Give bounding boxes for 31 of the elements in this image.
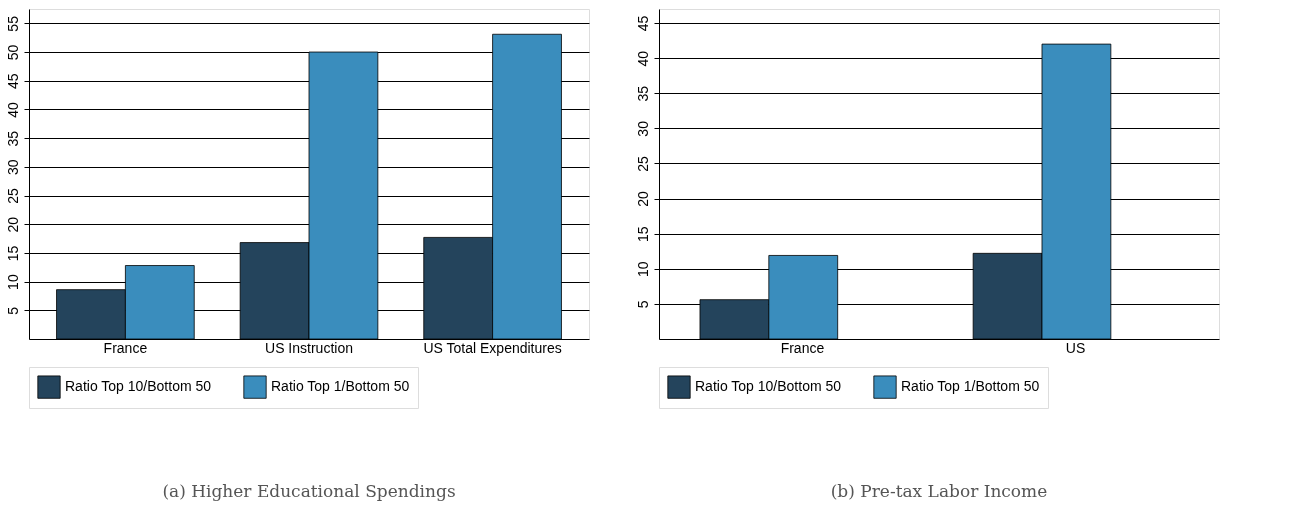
y-tick-label: 30 <box>634 120 651 137</box>
y-tick-label: 45 <box>634 15 651 32</box>
legend-label: Ratio Top 10/Bottom 50 <box>65 378 212 395</box>
y-tick-label: 15 <box>634 226 651 242</box>
y-tick-label: 25 <box>4 188 21 204</box>
y-tick-label: 30 <box>4 159 21 176</box>
legend-label: Ratio Top 1/Bottom 50 <box>271 378 410 395</box>
legend-label: Ratio Top 1/Bottom 50 <box>901 378 1040 395</box>
y-tick-label: 40 <box>4 101 21 118</box>
y-tick-label: 10 <box>4 274 21 290</box>
y-tick-label: 55 <box>4 15 21 32</box>
y-tick-label: 45 <box>4 73 21 90</box>
text: (b) Pre-tax Labor Income <box>830 480 1048 501</box>
x-tick-label: France <box>103 339 148 356</box>
x-tick-label: France <box>780 339 825 356</box>
x-tick-label: US Instruction <box>265 339 353 356</box>
y-tick-label: 20 <box>634 191 651 207</box>
legend-label: Ratio Top 10/Bottom 50 <box>695 378 842 395</box>
y-tick-label: 35 <box>634 85 651 102</box>
text: (a) Higher Educational Spendings <box>162 480 456 501</box>
y-tick-label: 35 <box>4 130 21 147</box>
y-tick-label: 25 <box>634 155 651 172</box>
y-tick-label: 15 <box>4 245 21 262</box>
y-tick-label: 5 <box>4 306 21 315</box>
x-tick-label: US <box>1065 339 1086 356</box>
y-tick-label: 50 <box>4 44 21 61</box>
x-tick-label: US Total Expenditures <box>423 339 562 356</box>
y-tick-label: 20 <box>4 216 21 233</box>
y-tick-label: 5 <box>634 300 651 309</box>
y-tick-label: 40 <box>634 50 651 67</box>
y-tick-label: 10 <box>634 261 651 278</box>
